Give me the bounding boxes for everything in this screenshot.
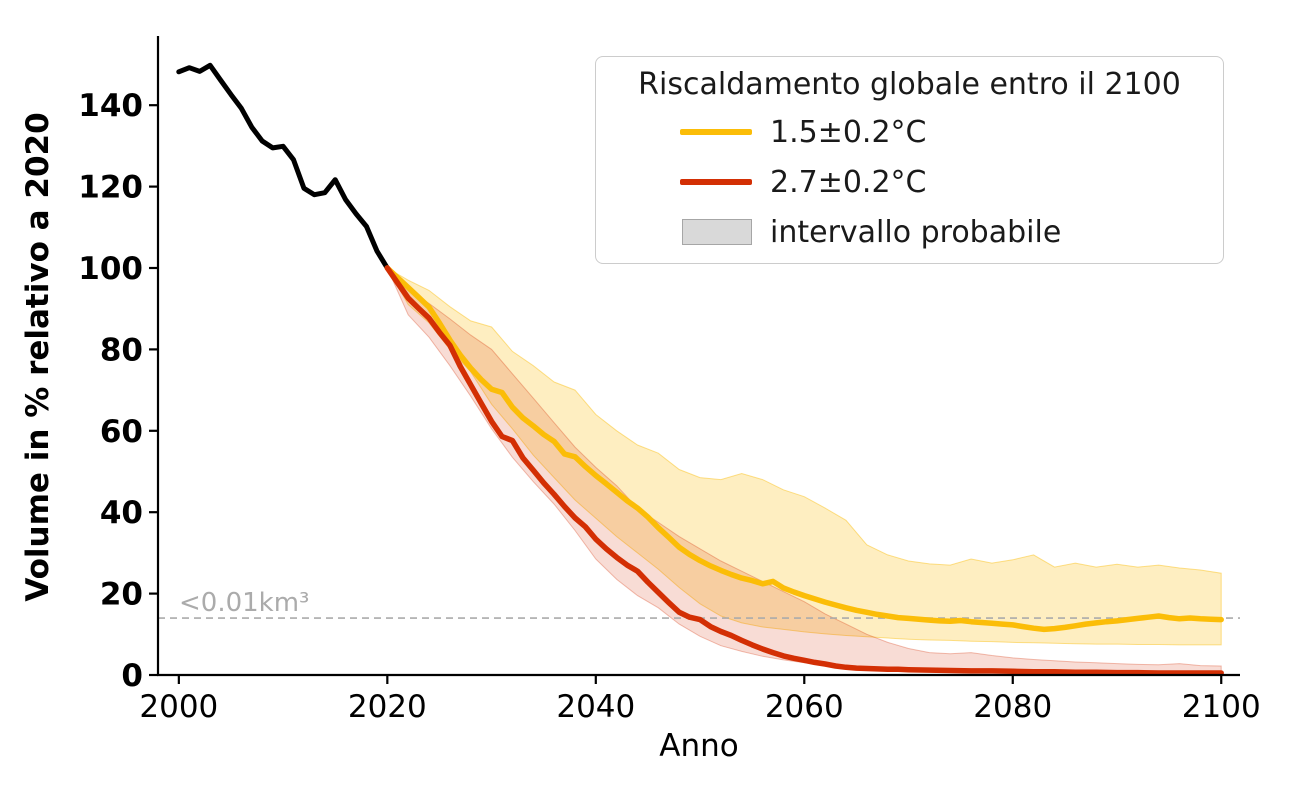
legend-entry-likely-range: intervallo probabile — [610, 207, 1209, 257]
legend-entry-2p7: 2.7±0.2°C — [610, 157, 1209, 207]
uncertainty-bands — [385, 266, 1222, 675]
line-2p7 — [384, 265, 1224, 676]
data-lines — [176, 62, 1224, 676]
y-tick-label: 120 — [78, 170, 143, 206]
x-tick-label: 2020 — [348, 689, 427, 725]
y-tick-label: 40 — [100, 495, 143, 531]
legend-entry-1p5: 1.5±0.2°C — [610, 107, 1209, 157]
x-tick-label: 2040 — [556, 689, 635, 725]
x-tick-label: 2060 — [765, 689, 844, 725]
x-tick-label: 2080 — [973, 689, 1052, 725]
historical-line — [176, 62, 390, 271]
tick-labels: 2000 2020 2040 2060 2080 21000204060801001201… — [78, 88, 1260, 725]
x-tick-label: 2100 — [1182, 689, 1261, 725]
y-tick-label: 140 — [78, 88, 143, 124]
y-tick-label: 80 — [100, 332, 143, 368]
threshold-annotation: <0.01km³ — [179, 588, 310, 618]
legend-label-1p5: 1.5±0.2°C — [770, 114, 927, 150]
legend-line-swatch-2p7 — [680, 179, 752, 185]
x-tick-label: 2000 — [139, 689, 218, 725]
y-tick-label: 60 — [100, 414, 143, 450]
legend-patch-swatch-likely-range — [682, 219, 752, 245]
legend: Riscaldamento globale entro il 2100 1.5±… — [595, 56, 1224, 264]
y-tick-label: 100 — [78, 251, 143, 287]
band-1p5 — [385, 266, 1222, 646]
legend-title: Riscaldamento globale entro il 2100 — [638, 67, 1181, 102]
x-axis-label: Anno — [659, 728, 739, 764]
line-1p5 — [384, 265, 1224, 633]
band-2p7 — [386, 267, 1222, 675]
legend-line-swatch-1p5 — [680, 129, 752, 135]
y-tick-label: 0 — [121, 658, 143, 694]
legend-label-likely-range: intervallo probabile — [770, 214, 1062, 250]
y-axis-label: Volume in % relativo a 2020 — [20, 112, 56, 602]
y-tick-label: 20 — [100, 577, 143, 613]
axes-spines-ticks — [149, 36, 1240, 684]
legend-label-2p7: 2.7±0.2°C — [770, 164, 927, 200]
